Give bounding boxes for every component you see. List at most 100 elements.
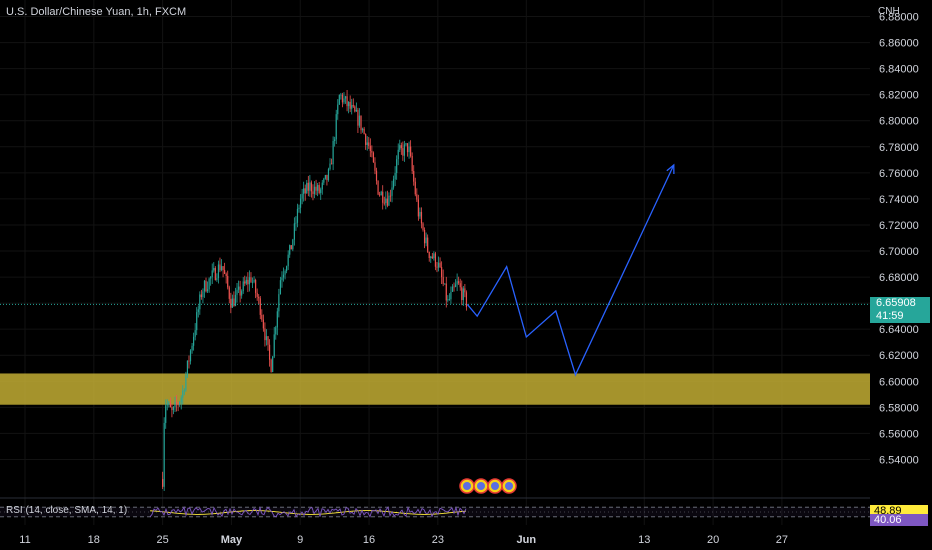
candle-body — [177, 404, 179, 406]
candle-body — [196, 312, 198, 331]
candle-body — [431, 256, 433, 259]
candle-body — [402, 148, 404, 156]
y-tick-label: 6.60000 — [879, 376, 919, 388]
candle-body — [451, 286, 454, 292]
candle-body — [230, 298, 232, 308]
candle-body — [213, 268, 215, 271]
candle-body — [278, 294, 280, 312]
candle-body — [419, 211, 421, 217]
rsi-ma-tag: 40.06 — [870, 514, 928, 526]
candle-body — [296, 208, 299, 223]
candle-body — [388, 195, 390, 206]
candle-body — [208, 278, 210, 290]
y-tick-label: 6.88000 — [879, 12, 919, 24]
candle-body — [348, 101, 350, 107]
candle-body — [244, 281, 246, 284]
candle-body — [422, 223, 424, 230]
support-zone — [0, 373, 870, 405]
candles — [162, 90, 468, 491]
candle-body — [410, 146, 412, 156]
candle-body — [168, 402, 170, 405]
candle-body — [199, 294, 201, 310]
candle-body — [267, 336, 269, 345]
candle-body — [360, 115, 362, 131]
candle-body — [369, 145, 371, 151]
x-tick-label: 13 — [638, 534, 650, 546]
candle-body — [375, 170, 378, 181]
candle-body — [417, 199, 419, 217]
candle-body — [303, 188, 305, 194]
candle-body — [258, 296, 260, 299]
candle-body — [279, 280, 282, 295]
candle-body — [416, 194, 418, 200]
candle-body — [408, 146, 410, 153]
candle-body — [335, 114, 337, 140]
candle-body — [448, 299, 450, 301]
candle-body — [227, 275, 229, 288]
candle-body — [272, 356, 274, 373]
candle-body — [247, 279, 249, 285]
candle-body — [182, 390, 184, 398]
candle-body — [301, 193, 303, 199]
candle-body — [413, 171, 415, 182]
candle-body — [188, 360, 190, 362]
candle-body — [189, 350, 192, 362]
candle-body — [206, 289, 209, 292]
y-tick-label: 6.74000 — [879, 194, 919, 206]
candle-body — [248, 277, 251, 285]
candle-body — [203, 280, 206, 292]
candle-body — [450, 291, 452, 300]
candle-body — [211, 270, 213, 278]
candle-body — [454, 284, 457, 287]
y-tick-label: 6.54000 — [879, 454, 919, 466]
candle-body — [163, 422, 165, 487]
candle-body — [389, 195, 392, 197]
currency-label: CNH — [878, 6, 900, 17]
event-markers[interactable] — [459, 478, 517, 494]
candle-body — [186, 360, 189, 376]
candle-body — [341, 94, 344, 103]
candle-body — [231, 298, 233, 308]
candle-body — [396, 159, 398, 174]
candle-body — [420, 211, 423, 224]
candle-body — [200, 294, 202, 298]
candle-body — [332, 141, 334, 165]
candle-body — [447, 299, 449, 301]
candle-body — [202, 291, 204, 298]
candle-body — [434, 253, 437, 267]
candle-body — [253, 279, 255, 282]
candle-body — [411, 155, 413, 172]
candle-body — [194, 330, 196, 337]
candle-body — [394, 173, 396, 180]
y-tick-label: 6.68000 — [879, 272, 919, 284]
candle-body — [441, 267, 443, 278]
candle-body — [400, 145, 402, 149]
candle-body — [320, 189, 322, 193]
candle-body — [371, 150, 373, 153]
candle-body — [180, 397, 182, 403]
candle-body — [210, 277, 212, 279]
candle-body — [191, 345, 193, 351]
candle-body — [275, 327, 277, 335]
candle-body — [406, 143, 409, 153]
y-tick-label: 6.62000 — [879, 350, 919, 362]
candle-body — [352, 105, 354, 107]
chart-title: U.S. Dollar/Chinese Yuan, 1h, FXCM — [6, 6, 187, 18]
x-tick-label: Jun — [517, 534, 537, 546]
candle-body — [372, 152, 375, 163]
candle-body — [259, 298, 261, 315]
candle-body — [425, 237, 427, 244]
candle-body — [366, 142, 368, 145]
candle-body — [456, 281, 458, 285]
y-tick-label: 6.78000 — [879, 142, 919, 154]
y-tick-label: 6.72000 — [879, 220, 919, 232]
candle-body — [459, 283, 461, 288]
candle-body — [216, 278, 218, 281]
candle-body — [437, 262, 440, 268]
candle-body — [265, 336, 268, 341]
candle-body — [183, 390, 185, 392]
candle-body — [428, 251, 430, 258]
rsi-pane — [0, 497, 870, 518]
candle-body — [351, 105, 353, 109]
candle-body — [245, 279, 247, 284]
